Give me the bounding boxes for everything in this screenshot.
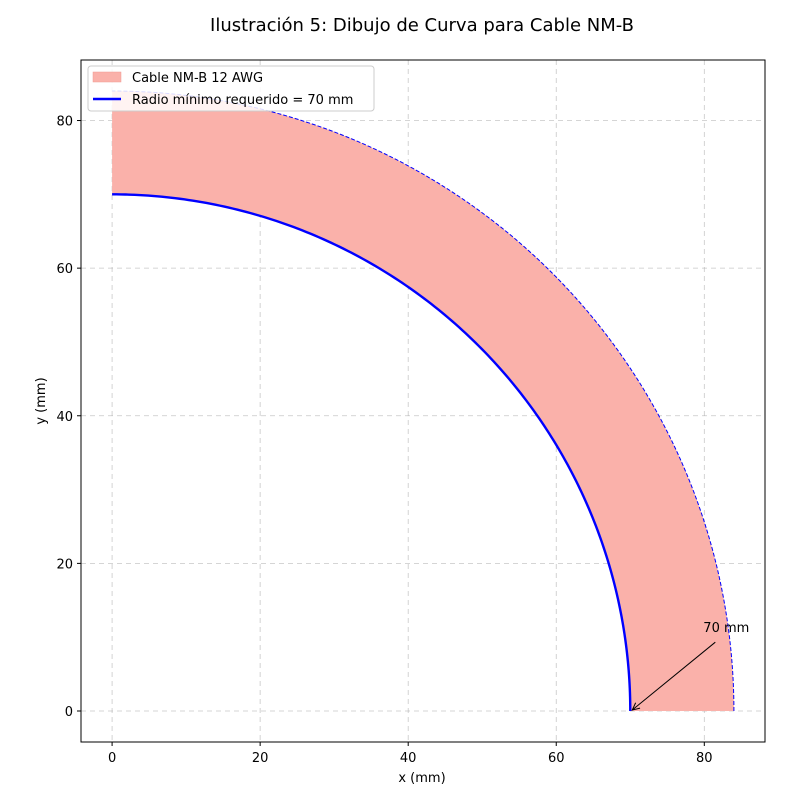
x-tick-label: 40	[400, 751, 417, 766]
y-tick-label: 60	[56, 262, 73, 277]
x-tick-label: 60	[548, 751, 565, 766]
plot-frame	[80, 59, 766, 743]
legend: Cable NM-B 12 AWG Radio mínimo requerido …	[87, 65, 375, 112]
legend-box	[87, 65, 375, 112]
legend-label-cable: Cable NM-B 12 AWG	[132, 71, 263, 86]
min-radius-arc	[112, 193, 632, 712]
series-group	[112, 90, 735, 712]
legend-swatch-cable	[92, 71, 122, 83]
legend-label-min-radius: Radio mínimo requerido = 70 mm	[132, 93, 353, 108]
plot-area: 70 mm 0 20 40 60 80 0 20 40 60 80 Cable NM-B 12 AWG…	[56, 59, 766, 766]
x-tick-label: 20	[252, 751, 269, 766]
annotation-arrow	[631, 641, 716, 711]
y-tick-label: 40	[56, 410, 73, 425]
annotation-arrowhead	[631, 702, 641, 711]
chart-title: Ilustración 5: Dibujo de Curva para Cabl…	[210, 15, 634, 36]
x-tick-label: 0	[108, 751, 116, 766]
cable-band	[112, 91, 734, 711]
x-tick-label: 80	[696, 751, 713, 766]
outer-edge-arc	[112, 90, 735, 712]
x-axis-label: x (mm)	[398, 771, 445, 786]
y-axis-label: y (mm)	[34, 377, 49, 424]
y-tick-label: 20	[56, 557, 73, 572]
y-tick-label: 0	[65, 705, 73, 720]
annotation-label: 70 mm	[703, 621, 749, 636]
y-tick-label: 80	[56, 115, 73, 130]
